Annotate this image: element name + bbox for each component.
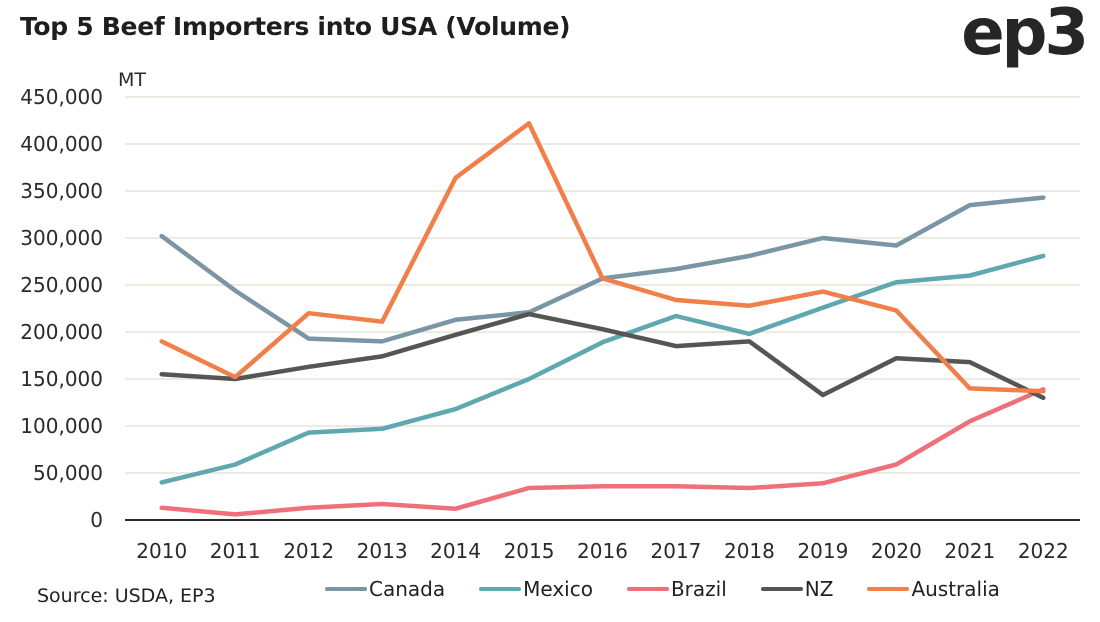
legend-label: Canada: [369, 577, 446, 601]
y-tick-label: 450,000: [20, 85, 103, 109]
x-tick-label: 2013: [357, 539, 408, 563]
legend-swatch-nz: [760, 587, 803, 591]
y-axis-ticks: 0 50,000 100,000 150,000 200,000 250,000 300,0…: [20, 85, 103, 532]
legend-swatch-mexico: [479, 587, 522, 591]
y-tick-label: 350,000: [20, 179, 103, 203]
legend-swatch-brazil: [626, 587, 669, 591]
y-tick-label: 100,000: [20, 414, 103, 438]
legend-label: Brazil: [670, 577, 727, 601]
chart-title: Top 5 Beef Importers into USA (Volume): [20, 12, 571, 41]
y-tick-label: 250,000: [20, 273, 103, 297]
source-note: Source: USDA, EP3: [37, 585, 216, 607]
y-tick-label: 0: [90, 508, 103, 532]
legend-item-australia: Australia: [867, 577, 1000, 601]
x-tick-label: 2018: [724, 539, 775, 563]
x-tick-label: 2019: [797, 539, 848, 563]
x-tick-label: 2016: [577, 539, 628, 563]
legend-label: Mexico: [523, 577, 593, 601]
legend: Canada Mexico Brazil NZ Australia: [325, 577, 1000, 601]
x-tick-label: 2014: [430, 539, 481, 563]
series-line-australia: [159, 121, 1046, 394]
legend-item-brazil: Brazil: [626, 577, 727, 601]
y-tick-label: 200,000: [20, 320, 103, 344]
x-tick-label: 2022: [1018, 539, 1069, 563]
y-tick-label: 400,000: [20, 132, 103, 156]
series-line-mexico: [159, 253, 1046, 485]
y-tick-label: 300,000: [20, 226, 103, 250]
x-tick-label: 2012: [283, 539, 334, 563]
y-tick-label: 150,000: [20, 367, 103, 391]
x-tick-label: 2010: [136, 539, 187, 563]
x-tick-label: 2017: [651, 539, 702, 563]
x-tick-label: 2015: [504, 539, 555, 563]
x-tick-label: 2020: [871, 539, 922, 563]
ep3-logo: ep3: [961, 0, 1089, 70]
legend-label: NZ: [804, 577, 834, 601]
legend-item-mexico: Mexico: [479, 577, 593, 601]
legend-swatch-australia: [867, 587, 910, 591]
y-axis-unit-label: MT: [118, 69, 146, 91]
x-tick-label: 2021: [944, 539, 995, 563]
series-lines: [159, 121, 1046, 517]
series-line-canada: [159, 195, 1046, 344]
legend-item-nz: NZ: [760, 577, 834, 601]
y-tick-label: 50,000: [33, 461, 103, 485]
x-tick-label: 2011: [210, 539, 261, 563]
legend-item-canada: Canada: [325, 577, 445, 601]
legend-label: Australia: [911, 577, 1000, 601]
legend-swatch-canada: [325, 587, 367, 591]
x-axis-ticks: 2010 2011 2012 2013 2014 2015 2016 2017 2018 2019…: [136, 539, 1068, 563]
series-line-brazil: [159, 387, 1046, 517]
gridlines: [125, 96, 1080, 474]
series-line-nz: [159, 311, 1046, 401]
